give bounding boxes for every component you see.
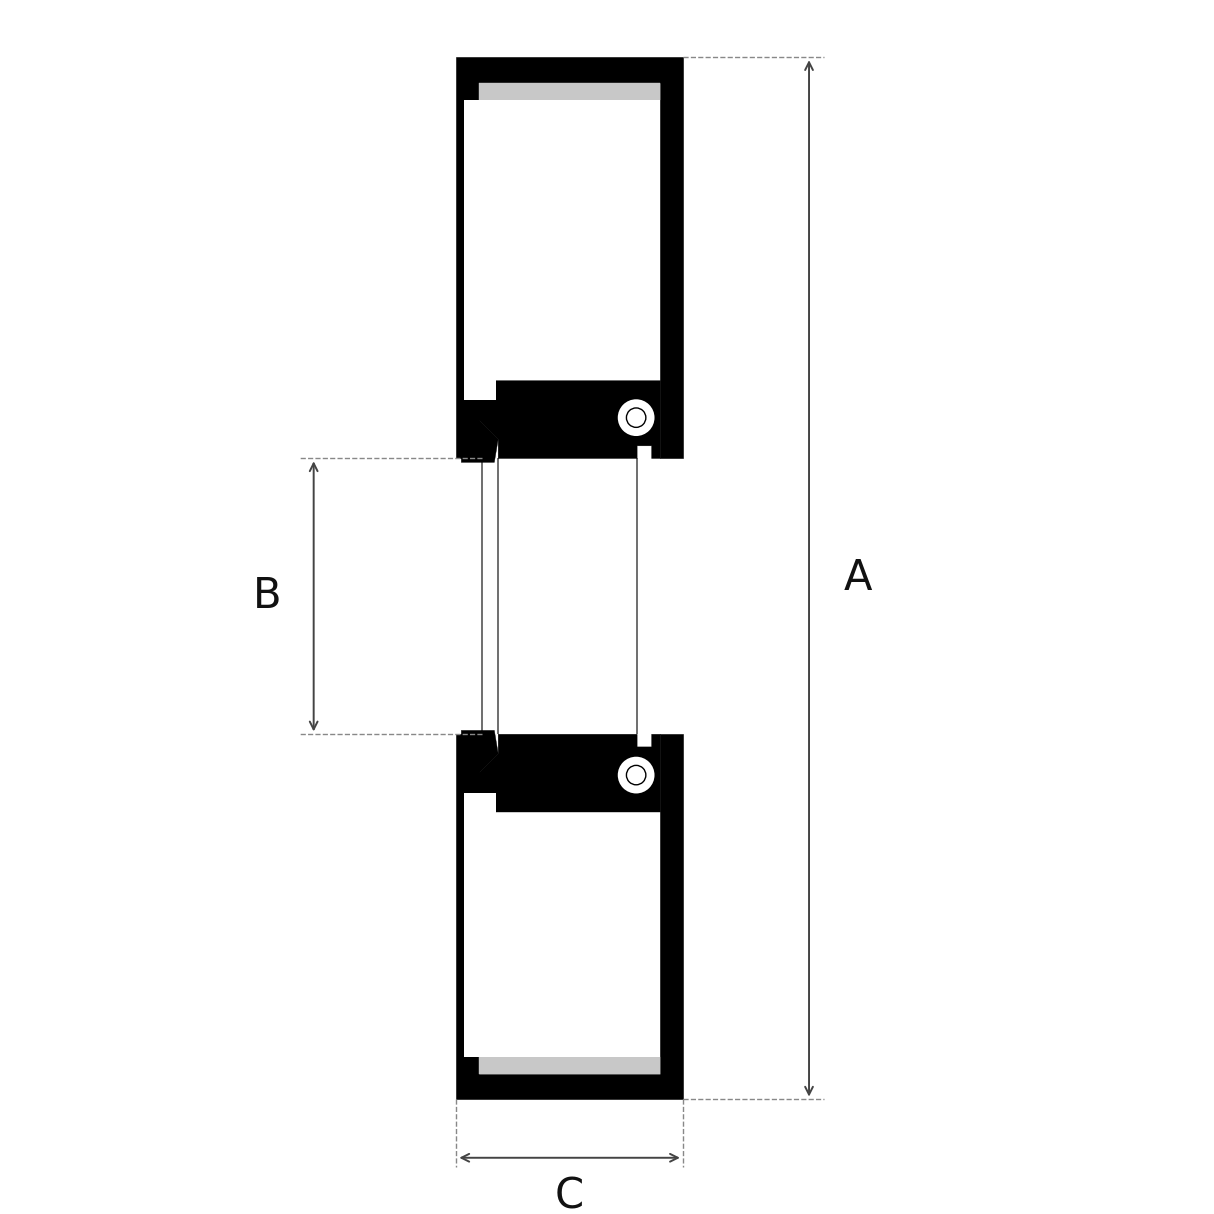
Polygon shape — [478, 83, 660, 401]
Polygon shape — [464, 793, 497, 1056]
Circle shape — [626, 408, 646, 427]
Polygon shape — [461, 731, 498, 775]
Polygon shape — [478, 381, 497, 401]
Polygon shape — [497, 734, 660, 1056]
Polygon shape — [497, 100, 660, 459]
Text: C: C — [555, 1175, 584, 1214]
Circle shape — [617, 398, 656, 437]
Polygon shape — [456, 57, 682, 459]
Circle shape — [617, 755, 656, 794]
Circle shape — [626, 765, 646, 784]
Text: A: A — [844, 557, 872, 600]
Polygon shape — [456, 734, 682, 1100]
Polygon shape — [464, 381, 660, 459]
Polygon shape — [464, 734, 660, 812]
Polygon shape — [464, 100, 497, 401]
Polygon shape — [461, 418, 498, 463]
Text: B: B — [253, 575, 282, 618]
Polygon shape — [478, 793, 660, 1074]
Polygon shape — [478, 793, 497, 812]
